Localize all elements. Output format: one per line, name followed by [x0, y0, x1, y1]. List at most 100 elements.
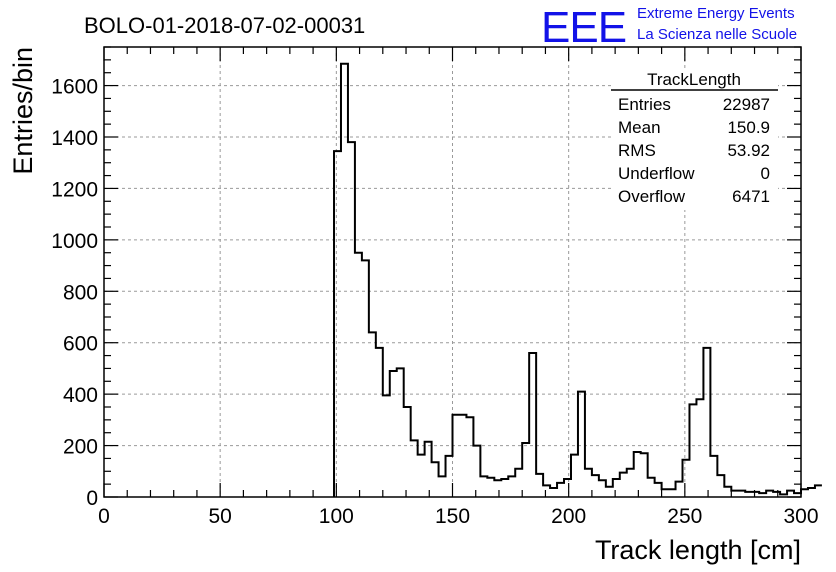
- histogram-bin: [432, 462, 439, 497]
- y-tick-label: 600: [63, 333, 98, 356]
- stats-box: TrackLength Entries 22987 Mean 150.9 RMS 53.9…: [611, 68, 778, 210]
- x-tick-label: 250: [667, 505, 702, 528]
- histogram-bin: [662, 489, 669, 497]
- histogram-bin: [592, 475, 599, 497]
- histogram-bin: [689, 404, 696, 497]
- x-tick-label: 150: [435, 505, 470, 528]
- histogram-bars: [333, 62, 822, 497]
- y-tick-label: 800: [63, 281, 98, 304]
- histogram-bin: [613, 479, 620, 497]
- x-tick-labels: 0 50 100 150 200 250 300: [98, 505, 818, 528]
- stats-rows: Entries 22987 Mean 150.9 RMS 53.92 Underflow 0 O…: [618, 95, 770, 206]
- histogram-bin: [536, 474, 543, 497]
- histogram-bin: [655, 483, 662, 497]
- histogram-bin: [620, 473, 627, 497]
- histogram-bin: [466, 417, 473, 497]
- histogram-bin: [487, 478, 494, 497]
- y-tick-label: 1600: [51, 76, 98, 99]
- stats-label: Overflow: [618, 187, 686, 206]
- histogram-bin: [369, 332, 376, 497]
- histogram-bin: [473, 446, 480, 497]
- histogram-bin: [634, 452, 641, 497]
- histogram-bin: [453, 415, 460, 497]
- histogram-bin: [411, 440, 418, 497]
- histogram-bin: [724, 487, 731, 497]
- logo-line-2: La Scienza nelle Scuole: [637, 26, 797, 43]
- y-tick-label: 0: [86, 487, 98, 510]
- histogram-bin: [362, 260, 369, 497]
- histogram-bin: [390, 371, 397, 497]
- histogram-bin: [696, 399, 703, 497]
- histogram-bin: [571, 455, 578, 497]
- histogram-bin: [627, 469, 634, 497]
- histogram-bin: [480, 476, 487, 497]
- histogram-bin: [676, 482, 683, 497]
- stats-label: Mean: [618, 118, 661, 137]
- histogram-bin: [425, 442, 432, 497]
- histogram-bin: [383, 395, 390, 497]
- histogram-bin: [501, 479, 508, 497]
- histogram-bin: [703, 348, 710, 497]
- histogram-bin: [557, 483, 564, 497]
- y-tick-label: 1400: [51, 127, 98, 150]
- logo-line-1: Extreme Energy Events: [637, 5, 795, 22]
- histogram-bin: [717, 475, 724, 497]
- stats-value: 150.9: [727, 118, 770, 137]
- histogram-bin: [397, 368, 404, 497]
- x-axis-title: Track length [cm]: [595, 535, 801, 565]
- histogram-bin: [808, 488, 815, 497]
- histogram-bin: [529, 353, 536, 497]
- histogram-bin: [543, 485, 550, 497]
- histogram-bin: [418, 455, 425, 497]
- histogram-bin: [508, 476, 515, 497]
- histogram-bin: [439, 476, 446, 497]
- stats-value: 0: [761, 164, 770, 183]
- histogram-bin: [599, 480, 606, 497]
- histogram-bin: [585, 469, 592, 497]
- y-tick-labels: 0 200 400 600 800 1000 1200 1400 1600: [51, 76, 98, 510]
- x-tick-label: 300: [783, 505, 818, 528]
- histogram-bin: [550, 488, 557, 497]
- stats-value: 53.92: [727, 141, 770, 160]
- histogram-bin: [404, 407, 411, 497]
- histogram-bin: [641, 453, 648, 497]
- stats-label: RMS: [618, 141, 656, 160]
- histogram-bin: [606, 487, 613, 497]
- histogram-bin: [669, 489, 676, 497]
- x-tick-label: 100: [319, 505, 354, 528]
- histogram-bin: [564, 479, 571, 497]
- stats-box-background: [611, 68, 778, 210]
- histogram-bin: [578, 392, 585, 497]
- y-tick-label: 400: [63, 384, 98, 407]
- histogram-bin: [355, 253, 362, 497]
- histogram-bin: [348, 142, 355, 497]
- histogram-bin: [801, 489, 808, 497]
- x-tick-label: 200: [551, 505, 586, 528]
- x-tick-label: 50: [208, 505, 231, 528]
- histogram-bin: [459, 415, 466, 497]
- histogram-bin: [376, 348, 383, 497]
- chart-title: BOLO-01-2018-07-02-00031: [84, 13, 365, 38]
- histogram-bin: [683, 460, 690, 497]
- axis-ticks: [103, 46, 802, 498]
- histogram-bin: [515, 469, 522, 497]
- histogram-bin: [446, 456, 453, 497]
- histogram-bin: [815, 485, 822, 497]
- histogram-bin: [648, 478, 655, 497]
- y-tick-label: 1000: [51, 230, 98, 253]
- stats-box-title: TrackLength: [647, 70, 741, 89]
- logo-mark: EEE: [541, 3, 626, 52]
- histogram-outline: [333, 62, 822, 497]
- stats-value: 22987: [723, 95, 770, 114]
- stats-value: 6471: [732, 187, 770, 206]
- y-axis-title: Entries/bin: [8, 47, 38, 175]
- histogram-bin: [522, 443, 529, 497]
- histogram-bin: [341, 64, 348, 497]
- stats-label: Underflow: [618, 164, 695, 183]
- y-tick-label: 1200: [51, 178, 98, 201]
- histogram-bin: [710, 456, 717, 497]
- stats-label: Entries: [618, 95, 671, 114]
- eee-logo: EEE Extreme Energy Events La Scienza nel…: [541, 3, 797, 52]
- y-tick-label: 200: [63, 436, 98, 459]
